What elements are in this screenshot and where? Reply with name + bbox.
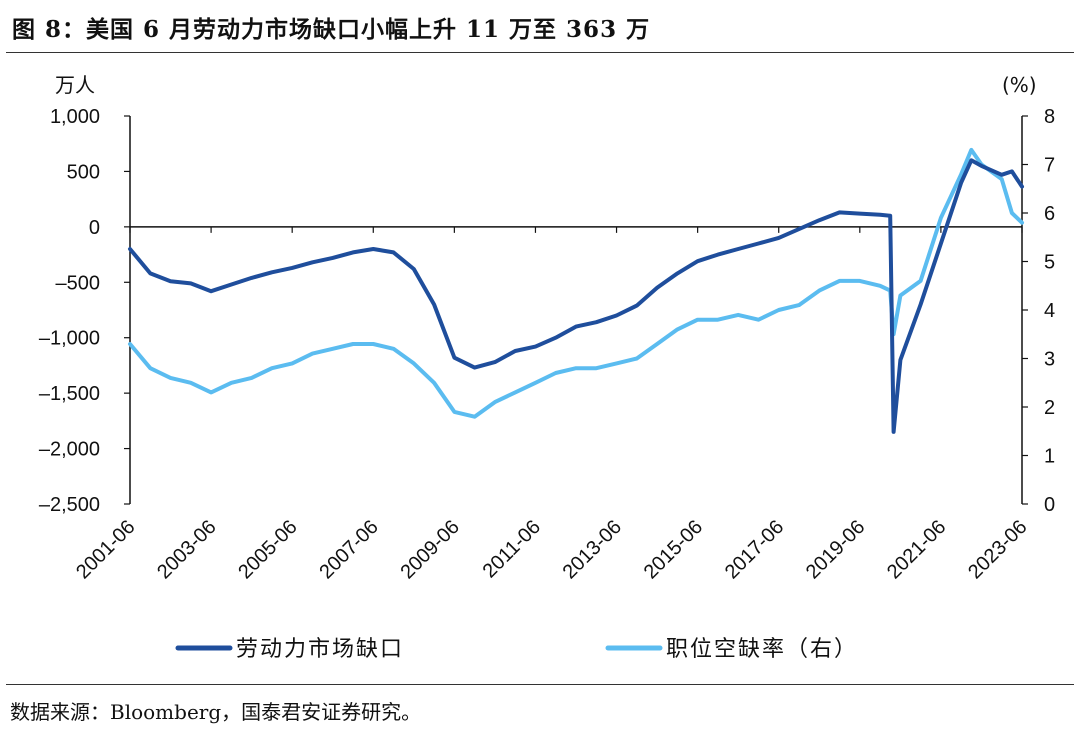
x-tick-label: 2011-06 <box>479 516 545 582</box>
x-tick-label: 2001-06 <box>72 516 139 583</box>
right-tick-label: 6 <box>1044 203 1055 225</box>
right-axis-unit: (%) <box>1002 73 1037 97</box>
x-tick-label: 2017-06 <box>721 516 788 583</box>
left-axis-unit: 万人 <box>55 73 95 97</box>
x-tick-label: 2019-06 <box>802 516 869 583</box>
right-tick-label: 1 <box>1044 446 1055 468</box>
title-divider <box>6 52 1074 53</box>
right-tick-label: 5 <box>1044 252 1055 274</box>
x-tick-label: 2013-06 <box>559 516 626 583</box>
source-note: 数据来源：Bloomberg，国泰君安证券研究。 <box>10 700 422 724</box>
x-tick-label: 2021-06 <box>883 516 950 583</box>
right-tick-label: 8 <box>1044 106 1055 128</box>
left-tick-label: –1,000 <box>39 328 100 350</box>
legend-label: 职位空缺率（右） <box>666 637 858 662</box>
x-tick-label: 2009-06 <box>396 516 463 583</box>
series-labor-gap-line <box>128 158 1024 434</box>
right-tick-label: 2 <box>1044 397 1055 419</box>
right-tick-label: 7 <box>1044 155 1055 177</box>
left-tick-label: –2,500 <box>39 494 100 516</box>
series-vacancy-rate-line <box>128 147 1024 419</box>
right-tick-label: 4 <box>1044 300 1055 322</box>
x-tick-label: 2023-06 <box>964 516 1031 583</box>
left-tick-label: 1,000 <box>50 106 100 128</box>
left-tick-label: 0 <box>89 217 100 239</box>
left-tick-label: –1,500 <box>39 383 100 405</box>
left-tick-label: –2,000 <box>39 439 100 461</box>
x-tick-label: 2015-06 <box>640 516 707 583</box>
x-tick-label: 2007-06 <box>315 516 382 583</box>
line-chart: 1,000 500 0 –500 –1,000 –1,500 –2,000 –2,500 8 7 6… <box>39 73 1055 662</box>
x-tick-label: 2003-06 <box>153 516 220 583</box>
left-tick-label: 500 <box>67 161 100 183</box>
chart-title: 图 8：美国 6 月劳动力市场缺口小幅上升 11 万至 363 万 <box>12 16 651 43</box>
x-tick-label: 2005-06 <box>234 516 301 583</box>
right-tick-label: 0 <box>1044 494 1055 516</box>
left-tick-label: –500 <box>56 272 101 294</box>
source-divider <box>6 684 1074 685</box>
right-tick-label: 3 <box>1044 349 1055 371</box>
legend-label: 劳动力市场缺口 <box>236 637 404 662</box>
